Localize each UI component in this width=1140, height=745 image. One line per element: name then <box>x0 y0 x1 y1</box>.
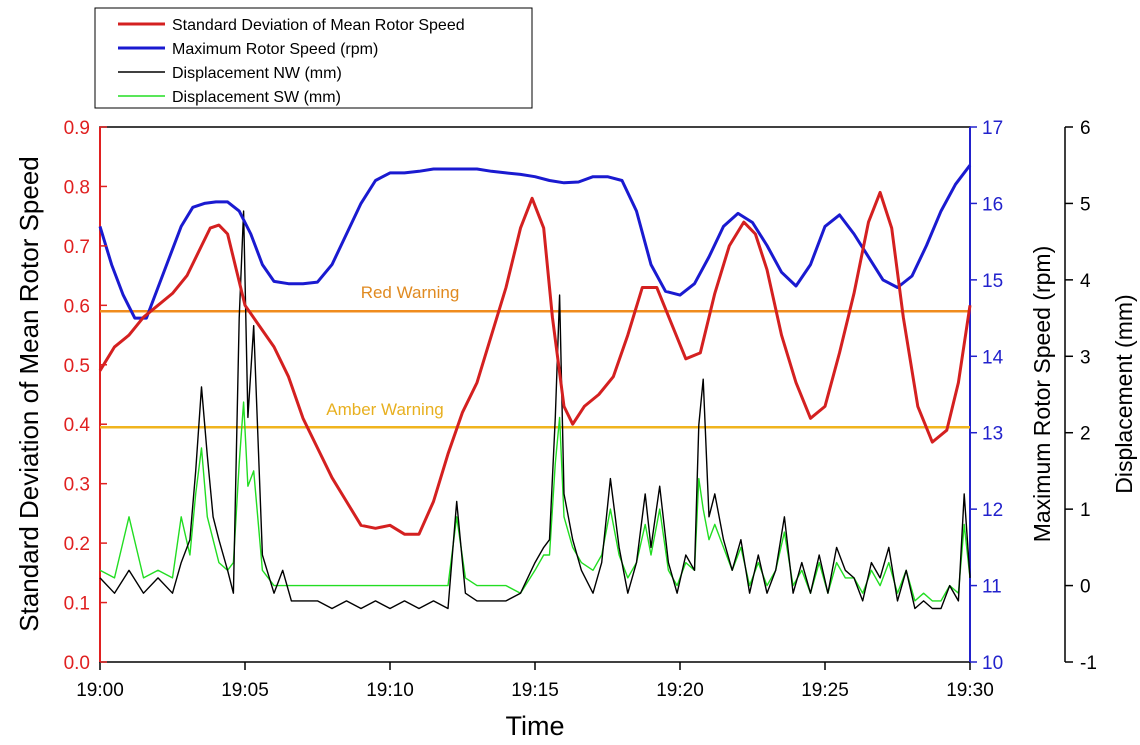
x-axis-title: Time <box>506 711 565 741</box>
left-tick-label-8: 0.8 <box>64 177 90 198</box>
red-warning-label: Red Warning <box>361 283 460 302</box>
displacement-tick-label-4: 3 <box>1080 347 1091 368</box>
displacement-tick-label-1: 0 <box>1080 577 1091 598</box>
x-tick-label-4: 19:20 <box>656 680 704 701</box>
x-tick-label-2: 19:10 <box>366 680 414 701</box>
legend-label-rotor: Maximum Rotor Speed (rpm) <box>172 41 378 58</box>
right-axis-displacement-title: Displacement (mm) <box>1111 294 1137 493</box>
left-tick-label-0: 0.0 <box>64 653 90 674</box>
rotor-tick-label-2: 12 <box>982 500 1003 521</box>
legend-label-sw: Displacement SW (mm) <box>172 89 341 106</box>
left-tick-label-5: 0.5 <box>64 356 90 377</box>
threshold-lines <box>100 310 970 429</box>
left-tick-label-6: 0.6 <box>64 296 90 317</box>
legend-label-sd: Standard Deviation of Mean Rotor Speed <box>172 17 465 34</box>
rotor-tick-label-3: 13 <box>982 424 1003 445</box>
left-tick-label-4: 0.4 <box>64 415 91 436</box>
left-axis-title: Standard Deviation of Mean Rotor Speed <box>14 156 44 632</box>
series-lines <box>98 164 972 610</box>
x-tick-label-3: 19:15 <box>511 680 559 701</box>
rotor-tick-label-1: 11 <box>982 577 1002 598</box>
x-tick-label-0: 19:00 <box>76 680 124 701</box>
displacement-tick-label-3: 2 <box>1080 424 1091 445</box>
rotor-tick-label-5: 15 <box>982 271 1003 292</box>
series-line-1 <box>98 164 972 320</box>
left-tick-label-1: 0.1 <box>64 594 90 615</box>
right-axis-rotor-title: Maximum Rotor Speed (rpm) <box>1029 246 1055 543</box>
axis-ticks: 19:00 19:05 19:10 19:15 19:20 19:25 19:30 0.0 0.… <box>64 118 1097 701</box>
series-line-2 <box>99 210 971 610</box>
x-tick-label-6: 19:30 <box>946 680 994 701</box>
series-line-3 <box>99 401 971 602</box>
displacement-tick-label-7: 6 <box>1080 118 1091 139</box>
left-tick-label-7: 0.7 <box>64 237 90 258</box>
series-line-0 <box>98 190 972 536</box>
legend-box <box>94 7 533 109</box>
displacement-tick-label-6: 5 <box>1080 194 1091 215</box>
displacement-tick-label-0: -1 <box>1080 653 1097 674</box>
left-tick-label-2: 0.2 <box>64 534 90 555</box>
displacement-tick-label-2: 1 <box>1080 500 1091 521</box>
legend-label-nw: Displacement NW (mm) <box>172 65 342 82</box>
x-tick-label-1: 19:05 <box>221 680 269 701</box>
left-tick-label-9: 0.9 <box>64 118 90 139</box>
amber-warning-label: Amber Warning <box>326 400 443 419</box>
left-tick-label-3: 0.3 <box>64 475 90 496</box>
displacement-tick-label-5: 4 <box>1080 271 1091 292</box>
rotor-tick-label-0: 10 <box>982 653 1003 674</box>
rotor-tick-label-6: 16 <box>982 194 1003 215</box>
legend: Standard Deviation of Mean Rotor Speed M… <box>94 7 533 109</box>
x-tick-label-5: 19:25 <box>801 680 849 701</box>
rotor-tick-label-7: 17 <box>982 118 1003 139</box>
rotor-tick-label-4: 14 <box>982 347 1004 368</box>
